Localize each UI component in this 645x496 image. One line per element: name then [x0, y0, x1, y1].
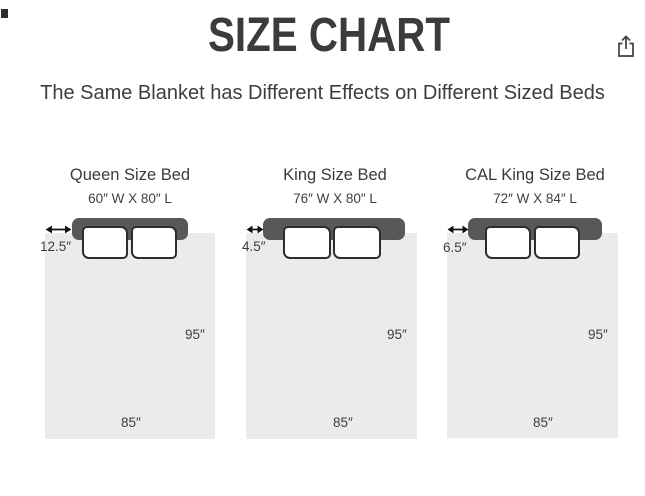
bed-title: CAL King Size Bed — [465, 166, 605, 184]
bed-title: King Size Bed — [283, 166, 387, 184]
bed-dimensions: 60″ W X 80″ L — [88, 191, 172, 206]
blanket — [246, 233, 417, 439]
blanket-length-label: 95″ — [185, 327, 205, 342]
page-title: SIZE CHART — [0, 12, 645, 60]
bed-dimensions: 72″ W X 84″ L — [493, 191, 577, 206]
page-subtitle: The Same Blanket has Different Effects o… — [40, 82, 605, 104]
overhang-arrow-icon — [246, 224, 264, 235]
pillow-right — [131, 226, 177, 259]
pillow-left — [485, 226, 531, 259]
bed-diagram-cal-king: CAL King Size Bed 72″ W X 84″ L 6.5″ 95″… — [435, 160, 635, 460]
share-button[interactable] — [612, 33, 640, 61]
pillow-right — [534, 226, 580, 259]
overhang-label: 4.5″ — [242, 239, 266, 254]
bed-dimensions: 76″ W X 80″ L — [293, 191, 377, 206]
overhang-arrow-icon — [45, 224, 72, 235]
blanket — [447, 233, 618, 438]
overhang-arrow-icon — [447, 224, 469, 235]
bed-diagram-king: King Size Bed 76″ W X 80″ L 4.5″ 95″ 85″ — [235, 160, 435, 460]
blanket-width-label: 85″ — [121, 415, 141, 430]
bed-diagram-queen: Queen Size Bed 60″ W X 80″ L 12.5″ 95″ 8… — [30, 160, 230, 460]
blanket-length-label: 95″ — [588, 327, 608, 342]
pillow-left — [283, 226, 331, 259]
share-icon — [618, 35, 634, 57]
bed-title: Queen Size Bed — [69, 166, 191, 184]
blanket — [45, 233, 215, 439]
blanket-width-label: 85″ — [533, 415, 553, 430]
overhang-label: 12.5″ — [40, 239, 72, 254]
page-title-text: SIZE CHART — [207, 9, 450, 62]
blanket-length-label: 95″ — [387, 327, 407, 342]
overhang-label: 6.5″ — [443, 240, 467, 255]
pillow-right — [333, 226, 381, 259]
blanket-width-label: 85″ — [333, 415, 353, 430]
pillow-left — [82, 226, 128, 259]
corner-mark — [1, 9, 8, 18]
